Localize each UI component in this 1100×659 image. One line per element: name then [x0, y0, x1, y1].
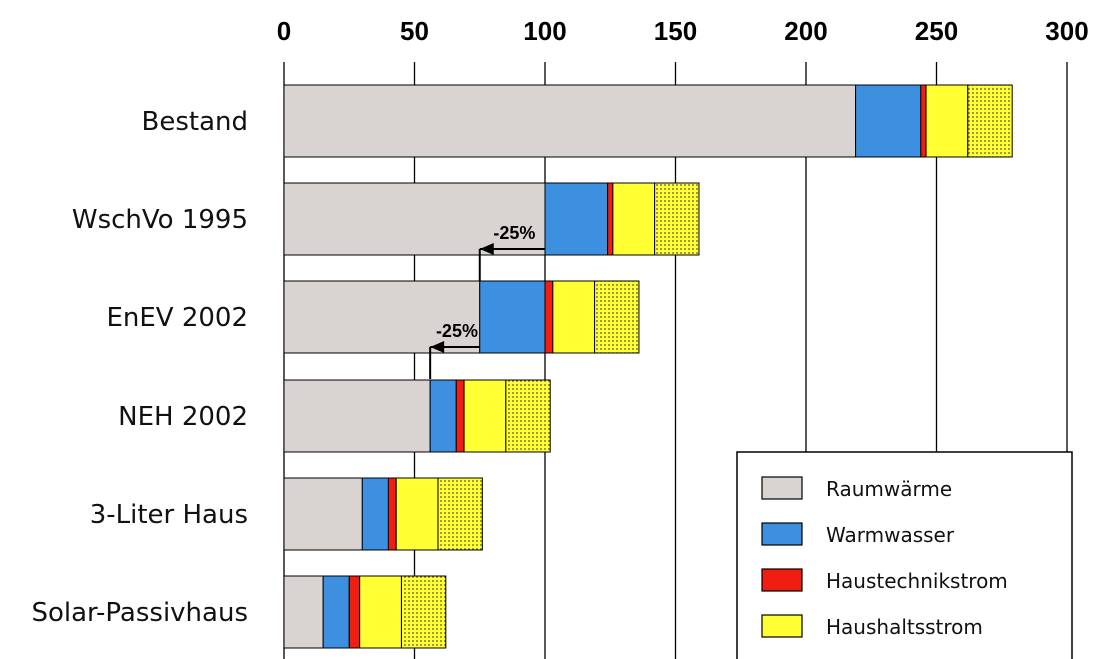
- reduction-annotation-2: -25%: [429, 321, 480, 379]
- category-label-bestand: Bestand: [142, 107, 249, 137]
- bar-neh-2002-warmwasser: [429, 379, 457, 453]
- bar-bestand-haushaltsstrom-dotted: [967, 84, 1013, 158]
- category-label-neh-2002: NEH 2002: [118, 402, 248, 432]
- bar-neh-2002-haustechnikstrom: [455, 379, 465, 453]
- bar-enev-2002-haushaltsstrom-dotted: [594, 280, 640, 354]
- x-tick-label-250: 250: [915, 16, 958, 46]
- bar-enev-2002-haushaltsstrom: [552, 280, 596, 354]
- x-tick-label-300: 300: [1045, 16, 1088, 46]
- grid-lines: [283, 62, 1068, 659]
- bar-3-liter-haus-haushaltsstrom: [395, 477, 439, 551]
- bar-3-liter-haus-raumw-rme: [283, 477, 363, 551]
- legend-swatch-haushaltsstrom: [761, 614, 803, 638]
- category-label-3-liter-haus: 3-Liter Haus: [90, 500, 248, 530]
- bar-3-liter-haus-warmwasser: [361, 477, 389, 551]
- legend-label-haushaltsstrom: Haushaltsstrom: [826, 615, 983, 639]
- legend-swatch-raumw-rme: [761, 476, 803, 500]
- bar-bestand-raumw-rme: [283, 84, 857, 158]
- bar-enev-2002-haustechnikstrom: [544, 280, 554, 354]
- legend-swatch-warmwasser: [761, 522, 803, 546]
- bar-wschvo-1995-haushaltsstrom: [612, 182, 656, 256]
- bar-solar-passivhaus-haushaltsstrom-dotted: [400, 575, 447, 649]
- bar-enev-2002-raumw-rme: [283, 280, 481, 354]
- legend-label-warmwasser: Warmwasser: [826, 523, 955, 547]
- bars: [283, 84, 1013, 649]
- x-tick-label-100: 100: [523, 16, 566, 46]
- bar-solar-passivhaus-haustechnikstrom: [348, 575, 361, 649]
- bar-neh-2002-haushaltsstrom: [463, 379, 507, 453]
- bar-solar-passivhaus-warmwasser: [322, 575, 350, 649]
- x-tick-label-50: 50: [400, 16, 429, 46]
- legend-swatch-haustechnikstrom: [761, 568, 803, 592]
- reduction-annotation-1: -25%: [478, 223, 545, 281]
- legend-label-raumw-rme: Raumwärme: [826, 477, 952, 501]
- bar-neh-2002-haushaltsstrom-dotted: [505, 379, 551, 453]
- reduction-label: -25%: [436, 321, 478, 341]
- legend-label-haustechnikstrom: Haustechnikstrom: [826, 569, 1008, 593]
- reduction-label: -25%: [493, 223, 535, 243]
- bar-bestand-haustechnikstrom: [920, 84, 927, 158]
- bar-wschvo-1995-haustechnikstrom: [607, 182, 614, 256]
- bar-wschvo-1995-raumw-rme: [283, 182, 546, 256]
- bar-3-liter-haus-haustechnikstrom: [387, 477, 397, 551]
- bar-bestand-haushaltsstrom: [925, 84, 969, 158]
- x-tick-label-150: 150: [654, 16, 697, 46]
- bar-enev-2002-warmwasser: [479, 280, 546, 354]
- category-label-enev-2002: EnEV 2002: [106, 303, 248, 333]
- bar-neh-2002-raumw-rme: [283, 379, 431, 453]
- category-labels: Bestand WschVo 1995 EnEV 2002 NEH 2002 3-Lit…: [31, 107, 248, 628]
- bar-solar-passivhaus-raumw-rme: [283, 575, 324, 649]
- bar-solar-passivhaus-haushaltsstrom: [359, 575, 402, 649]
- annotations: -25% -25%: [429, 223, 545, 379]
- bar-wschvo-1995-warmwasser: [544, 182, 609, 256]
- category-label-solar-passivhaus: Solar-Passivhaus: [31, 598, 248, 628]
- reduction-arrow-head: [430, 341, 445, 353]
- x-axis-tick-labels: 0 50 100 150 200 250 300: [277, 16, 1089, 46]
- category-label-wschvo-1995: WschVo 1995: [72, 205, 248, 235]
- x-tick-label-0: 0: [277, 16, 291, 46]
- legend: Raumwärme Warmwasser Haustechnikstrom Haush…: [736, 451, 1073, 659]
- bar-wschvo-1995-haushaltsstrom-dotted: [654, 182, 700, 256]
- bar-bestand-warmwasser: [855, 84, 922, 158]
- reduction-arrow-head: [479, 243, 494, 255]
- bar-3-liter-haus-haushaltsstrom-dotted: [437, 477, 483, 551]
- x-tick-label-200: 200: [784, 16, 827, 46]
